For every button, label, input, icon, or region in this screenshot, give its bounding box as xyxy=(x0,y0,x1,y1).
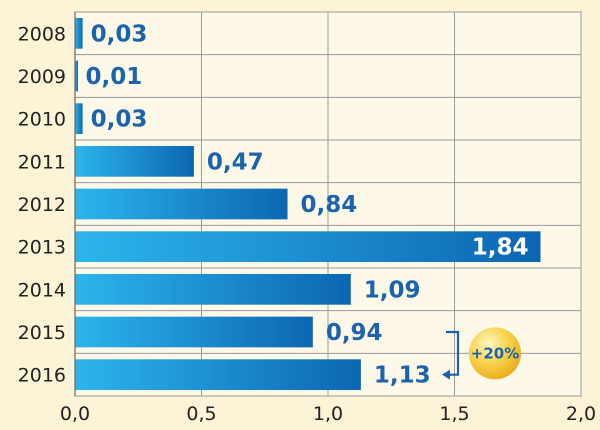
value-label-2013: 1,84 xyxy=(472,235,529,261)
x-tick-label: 0,0 xyxy=(60,403,90,425)
y-tick-label: 2008 xyxy=(18,23,66,45)
bar-2014 xyxy=(75,273,351,305)
bar-2010 xyxy=(75,103,83,135)
bar-2009 xyxy=(75,60,78,92)
value-label-2010: 0,03 xyxy=(91,107,148,133)
x-tick-label: 0,5 xyxy=(186,403,216,425)
change-badge-label: +20% xyxy=(471,344,519,362)
bar-2013 xyxy=(75,231,541,263)
y-tick-label: 2011 xyxy=(18,151,66,173)
value-label-2014: 1,09 xyxy=(364,277,421,303)
bars xyxy=(75,17,541,391)
value-label-2016: 1,13 xyxy=(374,363,431,389)
value-labels: 0,03 0,01 0,03 0,47 0,84 1,84 1,09 0,94 1,13 xyxy=(86,21,529,388)
bar-2016 xyxy=(75,359,361,391)
change-badge xyxy=(469,327,521,380)
value-label-2015: 0,94 xyxy=(326,320,383,346)
y-tick-label: 2012 xyxy=(18,194,66,216)
arrow-head xyxy=(442,369,450,380)
value-label-2008: 0,03 xyxy=(91,21,148,47)
x-tick-label: 1,0 xyxy=(313,403,343,425)
y-tick-labels: 2008 2009 2010 2011 2012 2013 2014 2015 2016 xyxy=(18,23,66,386)
x-tick-label: 1,5 xyxy=(439,403,469,425)
x-tick-labels: 0,0 0,5 1,0 1,5 2,0 xyxy=(60,403,596,425)
y-tick-label: 2013 xyxy=(18,237,66,259)
y-tick-label: 2014 xyxy=(18,279,66,301)
bar-2008 xyxy=(75,17,83,49)
y-tick-label: 2016 xyxy=(18,365,66,387)
value-label-2012: 0,84 xyxy=(301,192,358,218)
y-tick-label: 2010 xyxy=(18,109,66,131)
x-tick-label: 2,0 xyxy=(566,403,596,425)
value-label-2011: 0,47 xyxy=(207,149,264,175)
y-tick-label: 2015 xyxy=(18,322,66,344)
value-label-2009: 0,01 xyxy=(86,64,143,90)
change-annotation: +20% xyxy=(442,327,521,380)
y-tick-label: 2009 xyxy=(18,66,66,88)
bar-2015 xyxy=(75,316,313,348)
bar-2012 xyxy=(75,188,288,220)
bracket-arrow xyxy=(446,330,460,376)
bar-2011 xyxy=(75,145,194,177)
